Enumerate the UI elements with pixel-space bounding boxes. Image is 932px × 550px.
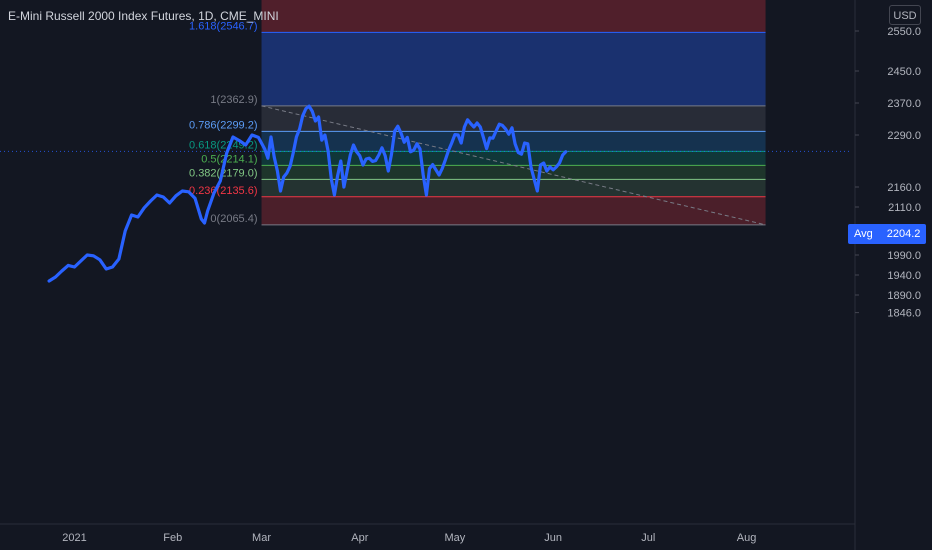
fib-level-label: 0.786(2299.2)	[189, 119, 258, 131]
chart-title: E-Mini Russell 2000 Index Futures, 1D, C…	[8, 9, 279, 23]
fib-level-label: 0(2065.4)	[210, 213, 257, 225]
avg-label: Avg	[854, 228, 873, 240]
x-tick-label: Jun	[544, 532, 562, 544]
fib-level-label: 1.618(2546.7)	[189, 20, 258, 32]
x-tick-label: Apr	[351, 532, 368, 544]
y-tick-label: 2550.0	[887, 26, 921, 38]
x-tick-label: Feb	[163, 532, 182, 544]
fib-zone-extension	[261, 0, 766, 33]
y-tick-label: 2290.0	[887, 130, 921, 142]
avg-value: 2204.2	[886, 228, 921, 240]
currency-button[interactable]: USD	[889, 5, 921, 25]
y-tick-label: 2160.0	[887, 182, 921, 194]
y-tick-label: 2370.0	[887, 98, 921, 110]
x-tick-label: May	[445, 532, 466, 544]
x-tick-label: 2021	[62, 532, 86, 544]
fib-level-label: 1(2362.9)	[210, 94, 257, 106]
fib-zone-0.618	[261, 151, 766, 166]
fib-zone-0.236	[261, 196, 766, 225]
price-series-line	[47, 104, 568, 283]
x-tick-label: Aug	[737, 532, 757, 544]
fib-zone-1	[261, 105, 766, 132]
trend-line	[261, 105, 766, 226]
x-tick-label: Jul	[641, 532, 655, 544]
y-tick-label: 1940.0	[887, 270, 921, 282]
fib-zone-1.618	[261, 32, 766, 106]
avg-price-tag: Avg 2204.2	[848, 224, 927, 244]
price-axis	[855, 0, 932, 550]
fib-level-label: 0.236(2135.6)	[189, 185, 258, 197]
fib-zone-0.382	[261, 179, 766, 197]
y-tick-label: 2110.0	[888, 202, 921, 214]
x-tick-label: Mar	[252, 532, 271, 544]
y-tick-label: 2450.0	[887, 66, 921, 78]
y-tick-label: 1890.0	[887, 290, 921, 302]
y-tick-label: 1846.0	[887, 308, 921, 320]
fib-level-label: 0.5(2214.1)	[201, 153, 257, 165]
y-tick-label: 1990.0	[887, 250, 921, 262]
